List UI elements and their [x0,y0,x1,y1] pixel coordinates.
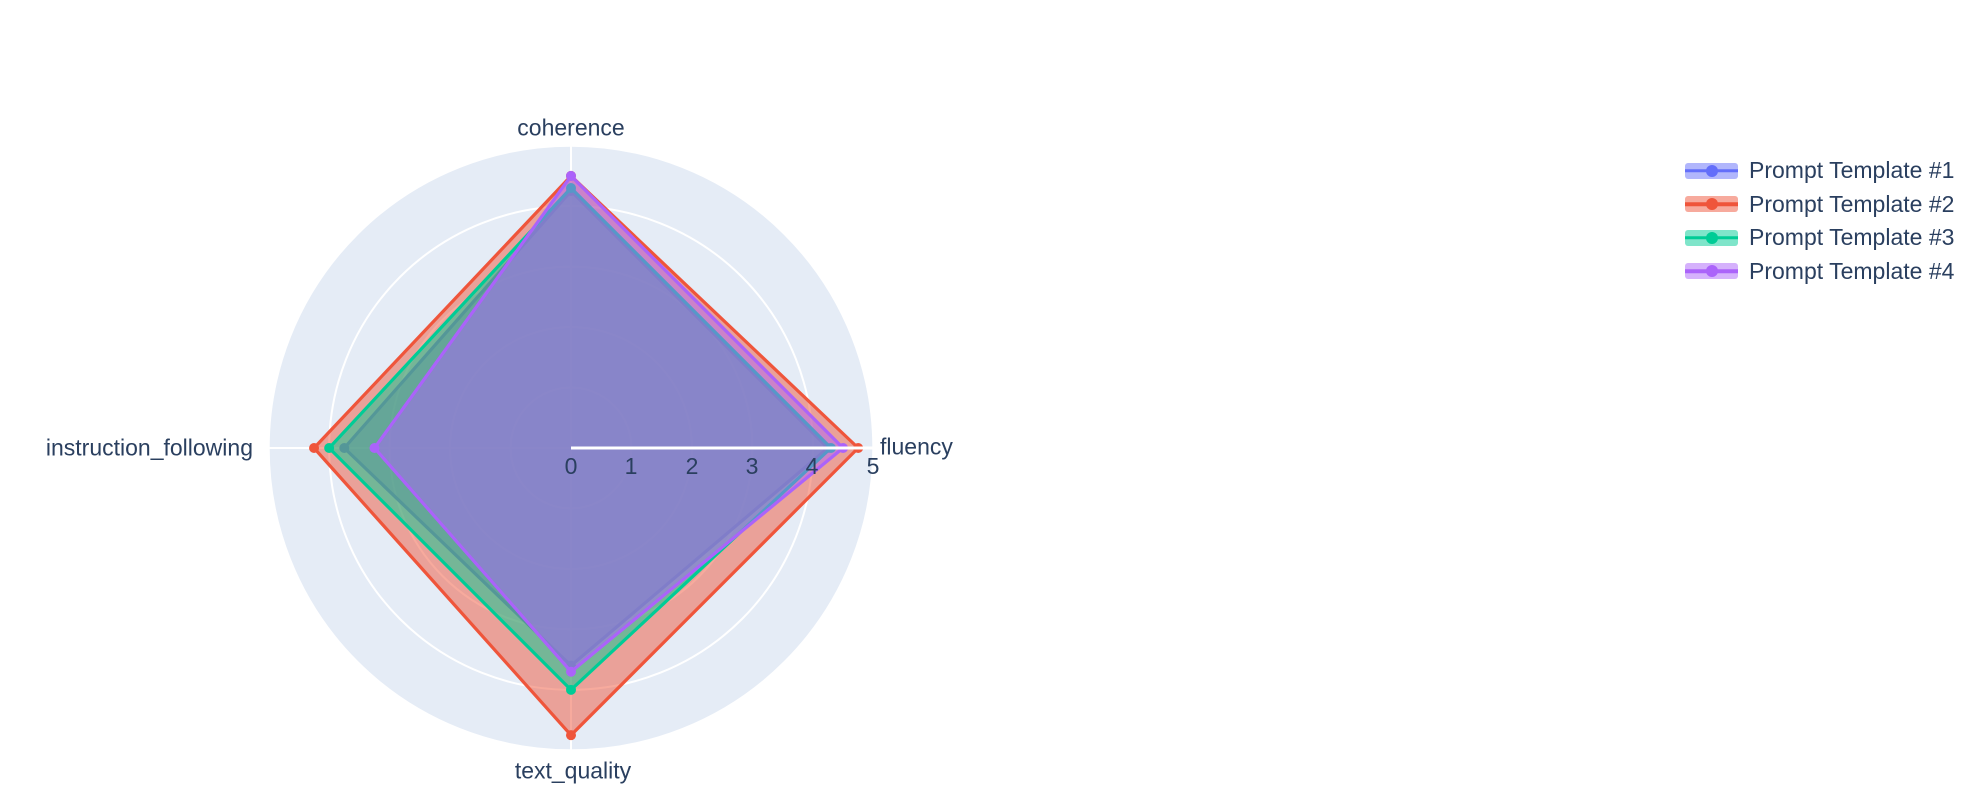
axis-label-coherence: coherence [517,114,625,141]
radial-tick-5: 5 [866,453,880,479]
legend-item-prompt-template-3[interactable]: Prompt Template #3 [1685,221,1954,255]
data-point-marker [369,443,380,453]
radial-tick-1: 1 [624,453,638,479]
legend-item-label: Prompt Template #1 [1749,157,1955,184]
data-point-marker [324,443,335,453]
legend-swatch-icon [1685,162,1738,180]
legend-item-label: Prompt Template #3 [1749,224,1955,251]
legend-item-label: Prompt Template #4 [1749,257,1955,284]
radial-tick-0: 0 [564,453,578,479]
axis-label-instruction-following: instruction_following [45,434,253,461]
legend-item-prompt-template-1[interactable]: Prompt Template #1 [1685,154,1954,188]
data-point-marker [566,730,576,741]
legend: Prompt Template #1 Prompt Template #2 Pr… [1685,154,1954,288]
data-point-marker [566,170,576,181]
axis-label-text-quality: text_quality [514,757,632,784]
data-point-marker [566,666,576,677]
data-point-marker [309,443,320,453]
legend-item-label: Prompt Template #2 [1749,190,1955,217]
legend-swatch-icon [1685,229,1738,247]
legend-swatch-icon [1685,195,1738,213]
axis-label-fluency: fluency [880,433,953,460]
radial-tick-4: 4 [805,453,819,479]
data-point-marker [566,684,576,695]
radial-tick-2: 2 [685,453,699,479]
legend-item-prompt-template-4[interactable]: Prompt Template #4 [1685,255,1954,289]
legend-swatch-icon [1685,262,1738,280]
legend-item-prompt-template-2[interactable]: Prompt Template #2 [1685,188,1954,222]
radial-tick-3: 3 [745,453,759,479]
